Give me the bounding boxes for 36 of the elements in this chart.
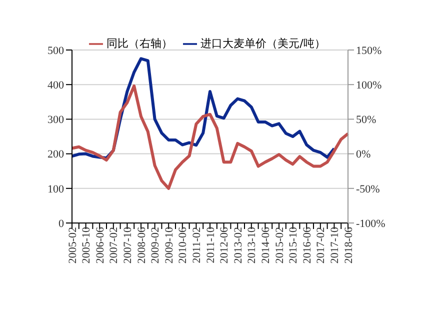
y-tick-label: 0 [58,218,64,230]
x-tick-label: 2013-02 [232,227,244,264]
y2-tick-label: 0% [356,148,371,161]
x-tick-label: 2017-02 [315,227,328,264]
x-tick-label: 2009-10 [163,226,176,264]
x-tick-label: 2005-10 [80,226,93,264]
x-tick-label: 2013-10 [246,226,258,264]
y-tick-label: 500 [48,44,64,57]
y2-tick-label: 100% [356,80,382,92]
y2-tick-label: -50% [356,183,380,196]
x-tick-label: 2018-06 [342,226,355,264]
x-tick-label: 2009-02 [150,227,162,264]
x-tick-label: 2008-06 [136,226,148,264]
x-tick-label: 2014-06 [260,226,272,264]
x-tick-label: 2015-10 [288,226,300,264]
y-tick-label: 200 [48,148,64,161]
legend-label: 同比（右轴） [106,37,173,50]
y2-tick-label: 50% [356,114,376,126]
x-tick-label: 2012-06 [218,226,231,264]
x-tick-label: 2017-10 [329,226,342,264]
x-tick-label: 2005-02 [66,227,79,264]
line-series [70,84,350,190]
x-tick-label: 2015-02 [274,227,286,264]
y2-tick-label: -100% [356,218,386,230]
y-tick-label: 100 [48,183,64,196]
x-tick-label: 2016-06 [301,226,314,264]
x-tick-label: 2011-10 [204,226,217,264]
y-tick-label: 400 [48,80,64,92]
x-tick-label: 2007-02 [108,227,120,264]
x-tick-label: 2007-10 [122,226,134,264]
y-tick-label: 300 [48,114,64,126]
x-tick-label: 2011-02 [191,227,204,264]
y2-tick-label: 150% [356,44,382,57]
x-tick-label: 2010-06 [177,226,190,264]
legend-label: 进口大麦单价（美元/吨） [200,37,326,50]
x-tick-label: 2006-06 [94,226,106,264]
